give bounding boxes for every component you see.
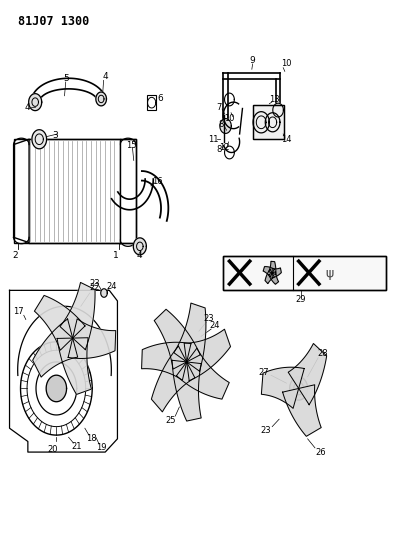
Text: 16: 16 bbox=[152, 177, 162, 186]
Text: 3: 3 bbox=[52, 131, 58, 140]
Text: 24: 24 bbox=[106, 282, 116, 291]
Text: 8: 8 bbox=[218, 120, 223, 130]
Text: 25: 25 bbox=[165, 416, 175, 425]
Polygon shape bbox=[268, 261, 275, 274]
Polygon shape bbox=[176, 348, 229, 399]
Text: 13: 13 bbox=[268, 95, 279, 104]
Text: 4: 4 bbox=[102, 72, 108, 81]
Polygon shape bbox=[29, 94, 42, 111]
Text: 7: 7 bbox=[216, 103, 221, 112]
Polygon shape bbox=[264, 269, 274, 284]
Polygon shape bbox=[288, 343, 326, 405]
Bar bbox=[13, 139, 135, 243]
Bar bbox=[147, 95, 156, 110]
Text: 4: 4 bbox=[25, 103, 31, 112]
Text: 20: 20 bbox=[48, 445, 58, 454]
Polygon shape bbox=[154, 309, 200, 369]
Text: 24: 24 bbox=[209, 321, 219, 330]
Text: 18: 18 bbox=[85, 434, 96, 443]
Text: 5: 5 bbox=[63, 74, 68, 83]
Polygon shape bbox=[32, 130, 47, 149]
Text: 26: 26 bbox=[315, 448, 326, 457]
Polygon shape bbox=[141, 342, 191, 380]
Text: 27: 27 bbox=[258, 368, 269, 377]
Polygon shape bbox=[101, 289, 107, 297]
Text: 29: 29 bbox=[295, 295, 305, 304]
Polygon shape bbox=[96, 92, 106, 106]
Polygon shape bbox=[272, 268, 281, 278]
Text: 8: 8 bbox=[216, 146, 221, 155]
Polygon shape bbox=[60, 282, 95, 350]
Text: 81J07 1300: 81J07 1300 bbox=[18, 14, 89, 28]
Text: 10: 10 bbox=[224, 114, 234, 123]
Text: 1: 1 bbox=[112, 252, 118, 261]
Text: ψ: ψ bbox=[324, 266, 333, 280]
Polygon shape bbox=[269, 269, 274, 277]
Polygon shape bbox=[219, 118, 231, 133]
Text: 9: 9 bbox=[249, 56, 255, 65]
Polygon shape bbox=[63, 326, 81, 350]
Text: 14: 14 bbox=[281, 135, 291, 144]
Polygon shape bbox=[68, 319, 115, 359]
Polygon shape bbox=[33, 319, 77, 377]
Text: 10: 10 bbox=[281, 60, 291, 68]
Polygon shape bbox=[263, 266, 274, 277]
Text: 2: 2 bbox=[13, 252, 18, 261]
Polygon shape bbox=[46, 375, 66, 402]
Bar bbox=[252, 105, 283, 139]
Polygon shape bbox=[282, 385, 320, 437]
Polygon shape bbox=[184, 329, 230, 381]
Polygon shape bbox=[172, 360, 201, 421]
Polygon shape bbox=[177, 350, 195, 374]
Text: 21: 21 bbox=[71, 442, 82, 451]
Text: 4: 4 bbox=[137, 252, 142, 261]
Text: 28: 28 bbox=[317, 350, 328, 359]
Bar bbox=[223, 256, 385, 290]
Polygon shape bbox=[34, 295, 85, 350]
Text: 23: 23 bbox=[260, 426, 271, 435]
Text: 11: 11 bbox=[207, 135, 218, 144]
Polygon shape bbox=[151, 346, 194, 412]
Text: 6: 6 bbox=[157, 94, 163, 103]
Polygon shape bbox=[133, 238, 146, 255]
Text: 23: 23 bbox=[203, 314, 214, 323]
Text: 15: 15 bbox=[125, 141, 136, 150]
Text: 22: 22 bbox=[90, 283, 100, 292]
Text: 23: 23 bbox=[90, 279, 100, 288]
Polygon shape bbox=[57, 338, 91, 394]
Polygon shape bbox=[261, 367, 303, 408]
Polygon shape bbox=[268, 272, 278, 284]
Text: 17: 17 bbox=[13, 307, 24, 316]
Polygon shape bbox=[272, 103, 283, 117]
Bar bbox=[252, 105, 283, 139]
Text: 12: 12 bbox=[219, 143, 229, 152]
Polygon shape bbox=[173, 303, 205, 371]
Bar bbox=[223, 256, 385, 290]
Polygon shape bbox=[289, 377, 307, 400]
Text: 19: 19 bbox=[96, 443, 106, 453]
